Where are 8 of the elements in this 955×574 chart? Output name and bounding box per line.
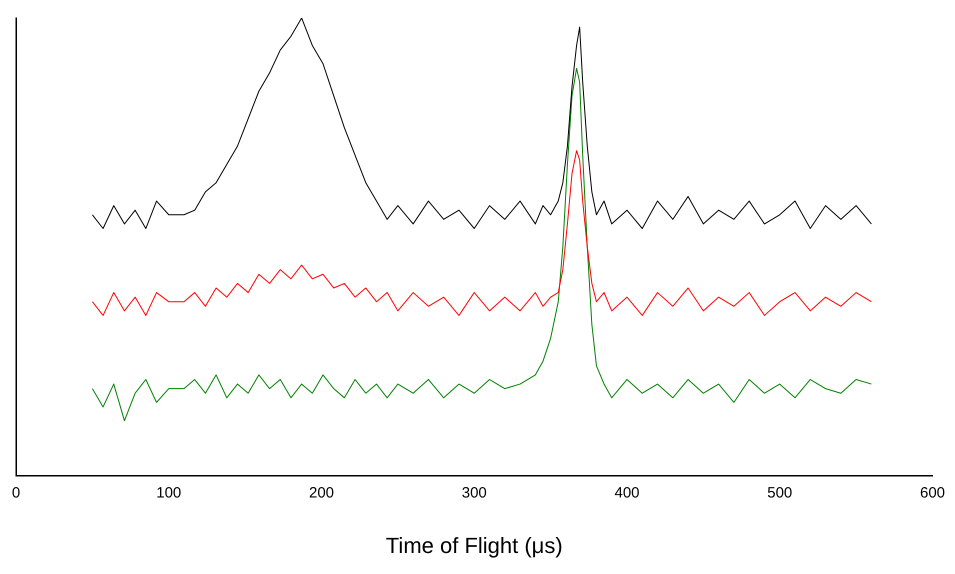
- x-tick-label: 300: [462, 484, 487, 502]
- x-tick-label: 200: [308, 484, 334, 502]
- x-tick-label: 500: [767, 484, 792, 502]
- x-tick-label: 400: [614, 484, 640, 502]
- x-axis-title: Time of Flight (μs): [386, 532, 563, 558]
- x-tick-label: 600: [920, 484, 945, 502]
- x-tick-label: 0: [12, 484, 20, 502]
- x-tick-label: 100: [156, 484, 182, 502]
